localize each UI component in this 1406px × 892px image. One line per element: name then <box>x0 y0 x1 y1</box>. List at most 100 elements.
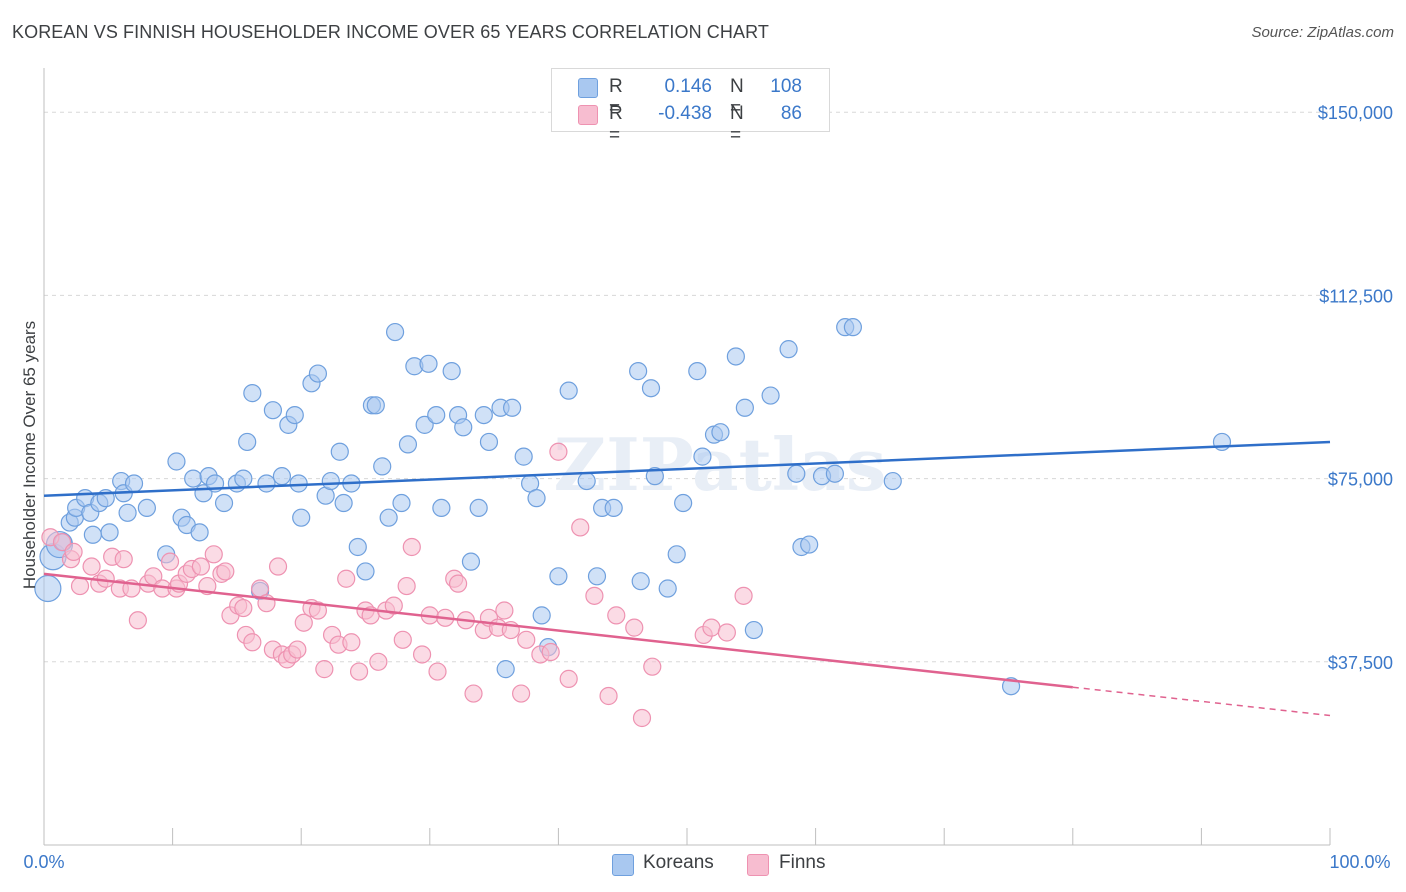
chart-title: KOREAN VS FINNISH HOUSEHOLDER INCOME OVE… <box>12 22 769 42</box>
korean-point <box>527 489 546 508</box>
korean-point <box>124 474 144 493</box>
finns-trend-line <box>43 572 1073 689</box>
finn-point <box>643 657 662 676</box>
korean-point <box>118 503 137 522</box>
korean-point <box>334 493 353 513</box>
korean-point <box>604 498 623 518</box>
finns-r-label: R = <box>609 103 623 146</box>
korean-point <box>214 493 234 513</box>
korean-point <box>883 471 902 491</box>
stats-legend: R = 0.146 N = 108 R = -0.438 N = 86 <box>551 68 830 146</box>
korean-point <box>645 467 664 486</box>
koreans-r-label: R = <box>609 76 623 119</box>
finn-point <box>315 660 334 679</box>
finn-point <box>549 442 568 461</box>
finn-point <box>734 586 753 605</box>
korean-point <box>385 322 405 342</box>
korean-point <box>800 535 819 554</box>
korean-point <box>779 340 798 359</box>
korean-point <box>787 464 806 483</box>
korean-point <box>514 447 533 466</box>
finn-point <box>512 684 531 703</box>
korean-point <box>587 567 607 586</box>
koreans-trend-line <box>43 440 1331 497</box>
koreans-swatch <box>578 78 598 98</box>
finn-point <box>464 684 483 703</box>
korean-point <box>263 401 283 420</box>
korean-point <box>667 545 686 564</box>
finn-point <box>160 552 180 571</box>
korean-point <box>289 474 308 493</box>
korean-point <box>549 567 568 586</box>
korean-point <box>503 398 522 417</box>
korean-point <box>419 354 438 373</box>
korean-point <box>398 435 418 454</box>
finns-points <box>41 442 753 728</box>
trend-lines <box>43 440 1331 717</box>
finn-point <box>412 645 432 664</box>
korean-point <box>735 398 754 417</box>
grid-lines <box>44 111 1330 663</box>
korean-point <box>427 405 446 425</box>
finn-point <box>428 662 447 681</box>
y-tick-label: $37,500 <box>1328 653 1393 673</box>
finn-point <box>128 611 147 630</box>
x-tick-label-min: 0.0% <box>23 852 64 872</box>
korean-point <box>577 471 596 491</box>
finns-legend-swatch <box>747 854 769 876</box>
korean-point <box>744 620 763 640</box>
finn-point <box>702 618 721 637</box>
korean-point <box>761 386 780 405</box>
korean-point <box>496 660 515 679</box>
finn-point <box>294 613 313 632</box>
y-axis-label: Householder Income Over 65 years <box>20 321 39 589</box>
korean-point <box>658 579 677 598</box>
korean-point <box>469 498 488 518</box>
korean-point <box>392 493 411 513</box>
korean-point <box>843 318 862 337</box>
y-tick-label: $75,000 <box>1328 470 1393 490</box>
korean-point <box>415 415 434 434</box>
koreans-legend-label: Koreans <box>643 852 714 873</box>
korean-point <box>442 362 461 381</box>
korean-point <box>373 457 392 476</box>
x-tick-label-max: 100.0% <box>1329 852 1390 872</box>
finn-point <box>114 550 133 569</box>
finn-point <box>337 569 356 588</box>
finn-point <box>70 576 90 596</box>
finn-point <box>402 537 421 557</box>
finn-point <box>369 652 388 671</box>
y-tick-label: $112,500 <box>1319 286 1393 306</box>
finn-point <box>82 557 101 576</box>
finn-point <box>393 630 412 649</box>
finn-point <box>64 542 83 561</box>
finns-trend-line-extension <box>1072 686 1331 717</box>
finn-point <box>216 562 235 581</box>
koreans-legend-swatch <box>612 854 634 876</box>
korean-point <box>321 471 340 491</box>
finn-point <box>268 557 288 576</box>
korean-point <box>366 396 385 415</box>
finn-point <box>349 662 369 681</box>
korean-point <box>461 552 481 571</box>
finns-legend-label: Finns <box>779 852 826 873</box>
korean-point <box>479 432 499 452</box>
source-credit: Source: ZipAtlas.com <box>1251 24 1394 41</box>
finns-r-value: -0.438 <box>658 103 712 124</box>
korean-point <box>641 379 661 398</box>
korean-point <box>234 469 253 488</box>
x-axis-ticks <box>172 828 1331 845</box>
korean-point <box>83 525 102 544</box>
korean-point <box>348 537 367 557</box>
korean-point <box>285 405 304 425</box>
korean-point <box>184 469 203 488</box>
finn-point <box>308 601 328 620</box>
finn-point <box>52 533 72 552</box>
korean-point <box>238 432 257 452</box>
korean-point <box>356 562 375 581</box>
finn-point <box>517 630 536 649</box>
korean-point <box>190 523 209 542</box>
korean-point <box>559 381 578 400</box>
finn-point <box>342 633 361 652</box>
finn-point <box>448 574 468 593</box>
